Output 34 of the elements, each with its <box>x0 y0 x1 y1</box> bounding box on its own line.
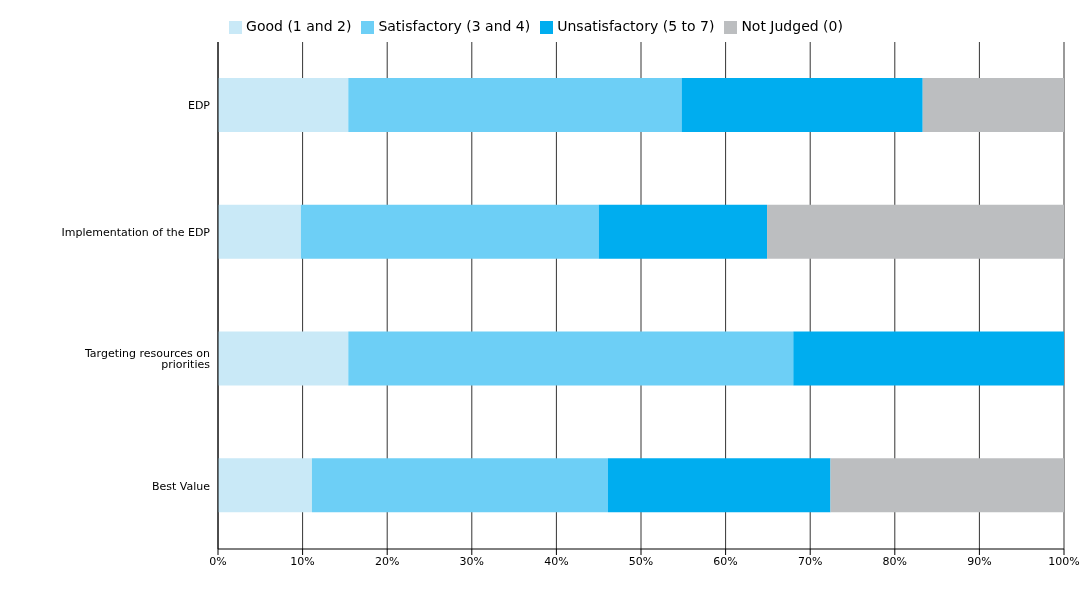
bar <box>608 458 831 513</box>
legend-label: Good (1 and 2) <box>246 18 352 34</box>
x-tick-label: 90% <box>967 554 992 568</box>
bar <box>767 204 1064 259</box>
bar <box>830 458 1064 513</box>
bar <box>793 331 1064 386</box>
bar <box>300 204 599 259</box>
x-tick-label: 0% <box>209 554 227 568</box>
x-tick-label: 60% <box>713 554 738 568</box>
x-tick-label: 40% <box>544 554 569 568</box>
x-tick-label: 70% <box>797 554 823 568</box>
x-tick-label: 50% <box>628 554 654 568</box>
legend-label: Unsatisfactory (5 to 7) <box>557 18 715 34</box>
legend-label: Satisfactory (3 and 4) <box>378 18 531 34</box>
bar <box>348 78 682 132</box>
x-tick-label: 80% <box>882 554 908 568</box>
y-tick-label: Implementation of the EDP <box>61 226 211 240</box>
x-tick-label: 10% <box>290 554 315 568</box>
bar <box>218 458 312 513</box>
x-tick-label: 20% <box>374 554 400 568</box>
bar <box>311 458 609 513</box>
legend-label: Not Judged (0) <box>741 18 843 34</box>
y-tick-label: Best Value <box>151 479 211 493</box>
bar <box>218 331 349 386</box>
x-tick-label: 30% <box>459 554 485 568</box>
bar <box>218 204 301 259</box>
bar <box>598 204 768 259</box>
x-tick-label: 100% <box>1048 554 1080 568</box>
y-tick-label: EDP <box>187 99 211 113</box>
bar <box>348 331 794 386</box>
bar <box>218 78 349 132</box>
y-tick-label: Targeting resources on priorities <box>83 347 211 372</box>
bar <box>681 78 923 132</box>
bar <box>922 78 1064 132</box>
